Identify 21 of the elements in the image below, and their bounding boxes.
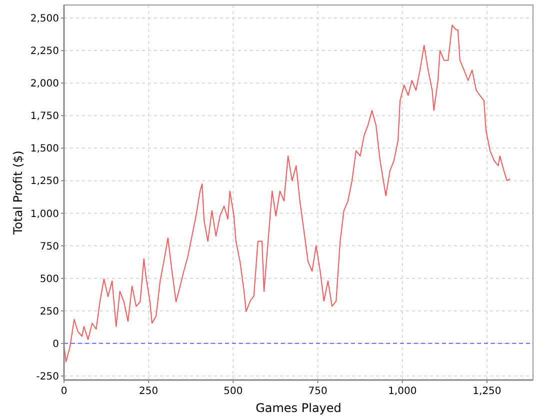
y-tick-label: 750 [40, 241, 59, 252]
x-axis-title: Games Played [256, 401, 342, 415]
y-tick-label: 2,500 [30, 14, 59, 25]
y-tick-label: 1,750 [30, 111, 59, 122]
line-series [64, 24, 510, 362]
y-tick-label: 500 [40, 274, 59, 285]
y-tick-label: 0 [52, 338, 59, 350]
x-tick-label: 250 [139, 386, 158, 397]
y-tick-label: 1,000 [30, 208, 59, 220]
y-tick-label: 250 [40, 306, 59, 318]
x-tick-label: 1,000 [388, 386, 417, 397]
y-tick-label: -250 [36, 371, 59, 382]
y-tick-label: 1,500 [30, 144, 59, 155]
x-tick-label: 0 [60, 386, 68, 397]
x-tick-label: 500 [224, 386, 243, 397]
x-tick-label: 750 [308, 386, 328, 397]
y-tick-label: 2,000 [30, 78, 59, 90]
x-tick-label: 1,250 [472, 386, 502, 397]
y-axis-title: Total Profit ($) [11, 150, 25, 236]
y-tick-label: 2,250 [30, 46, 59, 58]
y-tick-label: 1,250 [30, 176, 59, 188]
